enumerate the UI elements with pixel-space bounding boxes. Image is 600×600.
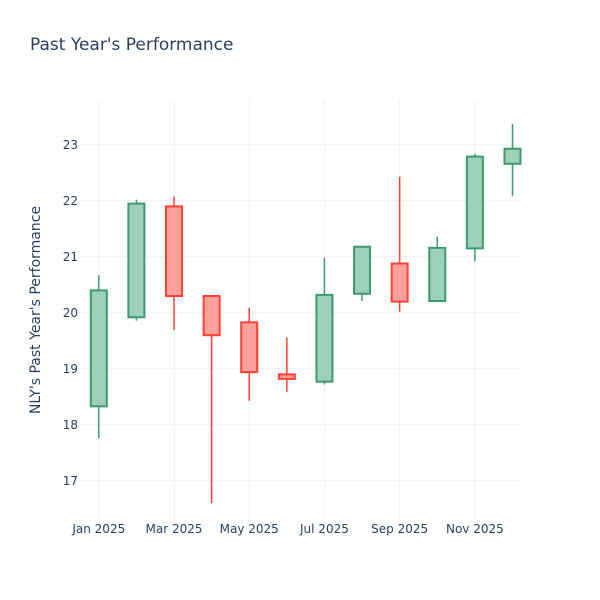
x-tick-label: Jul 2025 bbox=[299, 522, 349, 536]
x-tick-label: Nov 2025 bbox=[446, 522, 504, 536]
candle-body bbox=[240, 321, 259, 374]
candle-increasing bbox=[315, 257, 334, 385]
y-tick-label: 17 bbox=[63, 474, 78, 488]
candle-body bbox=[390, 262, 409, 303]
y-axis-ticks: 17 18 19 20 21 22 23 bbox=[63, 138, 78, 488]
candle-body bbox=[465, 155, 484, 250]
candle-body bbox=[165, 205, 184, 297]
candle-decreasing bbox=[277, 337, 296, 392]
candle-increasing bbox=[127, 199, 146, 321]
candle-decreasing bbox=[165, 196, 184, 331]
candle-decreasing bbox=[202, 295, 221, 504]
candle-increasing bbox=[89, 275, 108, 439]
candle-body bbox=[315, 293, 334, 383]
y-tick-label: 23 bbox=[63, 138, 78, 152]
y-tick-label: 21 bbox=[63, 250, 78, 264]
chart-title: Past Year's Performance bbox=[30, 35, 234, 55]
candles-layer bbox=[89, 124, 522, 504]
candle-increasing bbox=[465, 153, 484, 262]
x-tick-label: May 2025 bbox=[220, 522, 279, 536]
candle-increasing bbox=[428, 236, 447, 303]
y-tick-label: 20 bbox=[63, 306, 78, 320]
candle-increasing bbox=[353, 245, 372, 302]
candle-body bbox=[503, 147, 522, 165]
candle-body bbox=[202, 295, 221, 337]
x-axis-ticks: Jan 2025 Mar 2025 May 2025 Jul 2025 Sep 2025… bbox=[71, 522, 503, 536]
x-tick-label: Jan 2025 bbox=[71, 522, 125, 536]
candle-increasing bbox=[503, 124, 522, 196]
y-tick-label: 19 bbox=[63, 362, 78, 376]
candle-body bbox=[277, 373, 296, 380]
candle-decreasing bbox=[390, 176, 409, 312]
y-axis-label: NLY's Past Year's Performance bbox=[28, 206, 44, 414]
candle-body bbox=[127, 202, 146, 319]
x-tick-label: Mar 2025 bbox=[146, 522, 203, 536]
candle-body bbox=[428, 246, 447, 303]
candle-body bbox=[353, 245, 372, 295]
candle-body bbox=[89, 289, 108, 408]
x-tick-label: Sep 2025 bbox=[371, 522, 428, 536]
y-tick-label: 18 bbox=[63, 418, 78, 432]
y-tick-label: 22 bbox=[63, 194, 78, 208]
candle-decreasing bbox=[240, 307, 259, 401]
